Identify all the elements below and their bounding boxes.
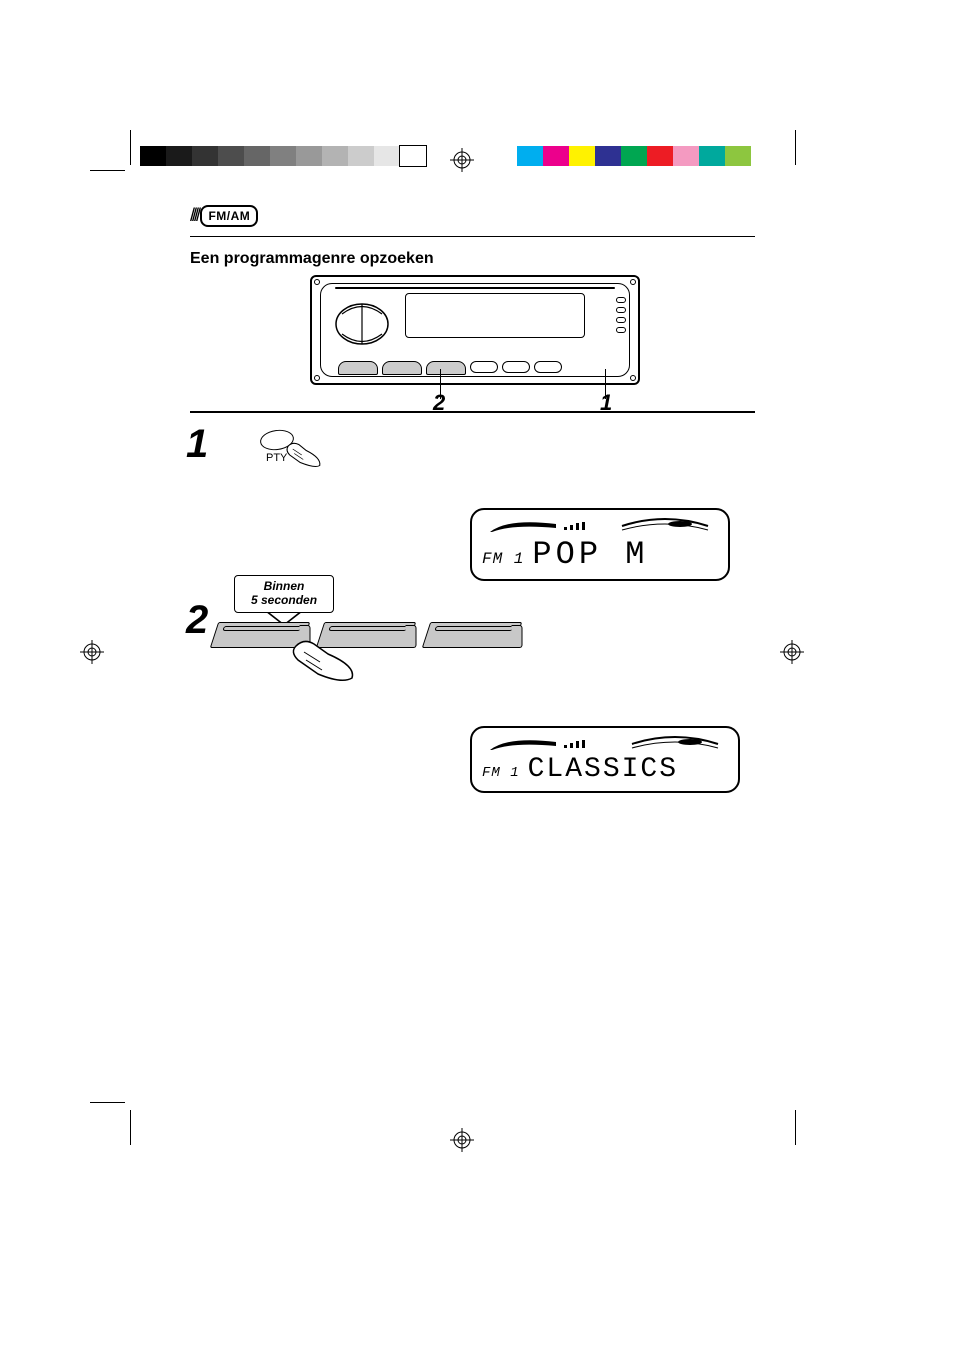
registration-mark — [80, 640, 104, 664]
lcd-fan-icon — [488, 518, 558, 534]
lcd-main-text: CLASSICS — [528, 754, 678, 785]
lcd-band: FM 1 — [482, 550, 524, 568]
timing-callout: Binnen 5 seconden — [234, 575, 334, 626]
screw-icon — [630, 279, 636, 285]
crop-mark — [90, 170, 125, 171]
car-radio-diagram — [310, 275, 640, 385]
badge-label: FM/AM — [200, 205, 258, 227]
callout-line: 5 seconden — [251, 594, 317, 608]
crop-mark — [90, 1102, 125, 1103]
finger-press-icon — [284, 440, 324, 470]
lcd-main-text: POP M — [532, 536, 648, 573]
section-heading: Een programmagenre opzoeken — [190, 250, 434, 268]
lcd-bars-icon — [564, 522, 585, 530]
step-number: 1 — [186, 422, 208, 467]
page-content: //// FM/AM Een programmagenre opzoeken — [130, 130, 810, 1180]
screw-icon — [630, 375, 636, 381]
fm-am-badge: //// FM/AM — [190, 205, 258, 226]
lcd-fan-icon — [488, 736, 558, 752]
rule — [190, 236, 755, 237]
side-buttons-icon — [616, 297, 626, 333]
callout-line: Binnen — [251, 580, 317, 594]
badge-hash-icon: //// — [190, 205, 198, 225]
lcd-display: FM 1 POP M — [470, 508, 730, 581]
preset-buttons-row — [214, 622, 518, 648]
lcd-arc-icon — [630, 734, 720, 752]
preset-button-icon — [422, 622, 522, 648]
step-number: 2 — [186, 598, 208, 643]
preset-buttons-icon — [338, 361, 562, 375]
rule — [190, 411, 755, 413]
finger-press-icon — [290, 636, 360, 686]
lcd-band: FM 1 — [482, 765, 520, 781]
lcd-arc-icon — [620, 516, 710, 534]
lcd-bars-icon — [564, 740, 585, 748]
screw-icon — [314, 375, 320, 381]
volume-knob-icon — [332, 299, 394, 349]
pty-button-diagram: PTY — [260, 430, 294, 464]
radio-display-icon — [405, 293, 585, 338]
screw-icon — [314, 279, 320, 285]
lcd-display: FM 1 CLASSICS — [470, 726, 740, 793]
